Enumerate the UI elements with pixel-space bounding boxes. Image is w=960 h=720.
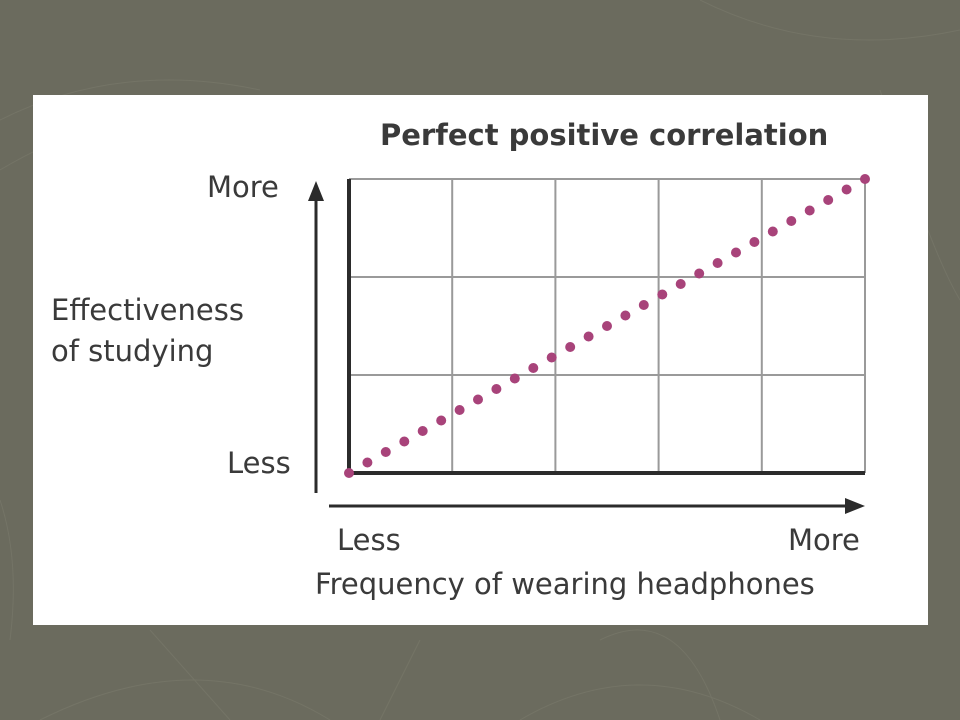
data-point [509, 373, 520, 384]
data-point [546, 352, 557, 363]
data-point [823, 195, 834, 205]
data-point [860, 174, 870, 184]
data-point [454, 405, 465, 415]
grid [349, 178, 866, 473]
data-point [417, 426, 428, 436]
data-point [694, 268, 705, 279]
y-tick-low-label: Less [227, 446, 291, 480]
data-point [841, 184, 852, 195]
x-tick-low-label: Less [337, 523, 401, 557]
data-point [657, 289, 668, 300]
data-point [583, 331, 594, 342]
data-point [399, 436, 410, 447]
data-point [380, 447, 391, 457]
data-point [712, 258, 723, 268]
data-point [491, 384, 502, 394]
chart-title: Perfect positive correlation [380, 118, 828, 152]
chart-card: Perfect positive correlation More Less E… [33, 95, 928, 625]
data-point [473, 394, 483, 405]
data-point [675, 279, 686, 289]
data-point [620, 310, 631, 321]
data-point [786, 216, 797, 226]
data-point [528, 363, 539, 373]
data-point [767, 226, 778, 237]
data-point [362, 457, 373, 468]
data-point [602, 321, 612, 331]
data-points [344, 174, 870, 478]
x-axis-label: Frequency of wearing headphones [315, 567, 815, 601]
data-point [638, 300, 649, 310]
data-point [436, 415, 447, 426]
chart-svg: Perfect positive correlation More Less E… [51, 118, 870, 601]
data-point [344, 468, 354, 478]
data-point [804, 205, 815, 216]
y-axis-label-line-2: of studying [51, 334, 213, 368]
data-point [565, 342, 576, 352]
x-axis-arrow [329, 498, 865, 514]
y-axis-label-line-1: Effectiveness [51, 293, 244, 327]
data-point [731, 247, 741, 258]
data-point [749, 237, 760, 247]
x-tick-high-label: More [788, 523, 860, 557]
y-tick-high-label: More [207, 170, 279, 204]
y-axis-arrow [308, 181, 324, 493]
